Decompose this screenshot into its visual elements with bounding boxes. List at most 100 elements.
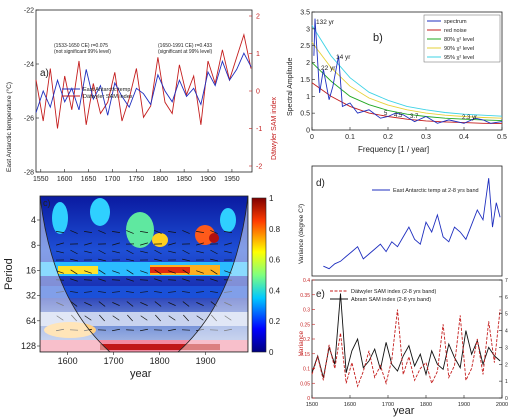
y-tick-label: 16 — [26, 265, 36, 275]
panel-a: 1550 1600 1650 1700 1750 1800 1850 1900 1950 -28… — [5, 8, 278, 184]
colorbar-tick-label: 0.2 — [269, 317, 281, 326]
phase-arrow — [140, 250, 148, 254]
phase-arrow — [98, 278, 106, 282]
colorbar-tick-label: 0 — [269, 348, 274, 357]
phase-arrow — [223, 279, 233, 281]
y2-tick-label: 3 — [505, 345, 508, 351]
panel-d-legend: East Antarctic temp at 2-8 yrs band — [393, 188, 479, 194]
y2-tick-label: -1 — [256, 126, 262, 133]
phase-arrow — [155, 314, 161, 322]
y-tick-label: 0.4 — [303, 278, 310, 284]
y-tick-label: 8 — [31, 240, 36, 250]
phase-arrow — [168, 328, 176, 332]
x-tick-label: 2000 — [496, 402, 508, 408]
panel-b-legend-spectrum: spectrum — [444, 19, 467, 25]
phase-arrow — [154, 301, 162, 307]
panel-b-peak-5: 5 — [384, 111, 388, 117]
phase-arrow — [167, 231, 177, 233]
phase-arrow — [70, 258, 78, 262]
y-tick-label: 0.05 — [300, 381, 310, 387]
panel-d-label: d) — [316, 178, 325, 189]
phase-arrow — [98, 249, 106, 255]
phase-arrow — [97, 291, 107, 293]
panel-d-ylabel: Variance (degree C²) — [298, 204, 305, 264]
phase-arrow — [139, 231, 149, 233]
phase-arrow — [127, 314, 133, 322]
panel-b-peak-3-7: 3.7 — [410, 114, 419, 120]
panel-c-x-ticks: 1600 1700 1800 1900 — [58, 352, 216, 366]
panel-b-peak-22: 22 yr — [321, 65, 336, 72]
phase-arrows — [55, 230, 233, 332]
panel-b-peak-2-3: 2.3 yr — [462, 115, 477, 121]
phase-arrow — [126, 249, 134, 255]
panel-e-xlabel: year — [393, 405, 415, 417]
phase-arrow — [56, 250, 64, 254]
phase-arrow — [154, 269, 162, 275]
panel-b-x-ticks: 0 0.1 0.2 0.3 0.4 0.5 — [310, 127, 507, 141]
panel-e: 1500 1600 1700 1800 1900 2000 0 0.05 0.1 0.15 0.2… — [298, 278, 508, 417]
phase-arrow — [56, 315, 64, 321]
x-tick-label: 0.3 — [421, 134, 431, 141]
phase-arrow — [83, 291, 93, 293]
phase-arrow — [70, 249, 78, 255]
phase-arrow — [70, 269, 78, 275]
y-tick-label: 64 — [26, 316, 36, 326]
phase-arrow — [140, 270, 148, 274]
phase-arrow — [84, 270, 92, 274]
phase-arrow — [195, 231, 205, 233]
panel-a-annotation-1: (1533-1650 CE) r=0.075 — [54, 43, 108, 49]
x-tick-label: 0.2 — [383, 134, 393, 141]
colorbar — [251, 197, 267, 353]
panel-a-annotation-4: (significant at 99% level) — [158, 49, 213, 55]
phase-arrow — [56, 242, 64, 246]
phase-arrow — [126, 230, 134, 234]
panel-b-peak-14: 14 yr — [336, 54, 351, 61]
phase-arrow — [84, 315, 92, 321]
phase-arrow — [84, 302, 92, 306]
panel-b-y-ticks: 0 0.5 1 1.5 2 2.5 3 3.5 — [300, 10, 315, 135]
phase-arrow — [139, 279, 149, 281]
phase-arrow — [70, 278, 78, 282]
phase-arrow — [224, 302, 232, 306]
y-tick-label: -24 — [24, 62, 34, 69]
phase-arrow — [210, 249, 218, 255]
phase-arrow — [224, 328, 232, 332]
panel-a-ylabel: East Antarctic temperature (°C) — [5, 82, 13, 172]
phase-arrow — [196, 328, 204, 332]
phase-arrow — [210, 230, 218, 234]
phase-arrow — [223, 231, 233, 233]
phase-arrow — [99, 314, 105, 322]
phase-arrow — [211, 314, 217, 322]
y-tick-label: 3.5 — [300, 10, 310, 17]
x-tick-label: 1600 — [344, 402, 356, 408]
phase-arrow — [71, 314, 77, 322]
panel-d: d) East Antarctic temp at 2-8 yrs band V… — [298, 165, 503, 277]
panel-b-ylabel: Spectral Amplitude — [287, 58, 294, 116]
phase-arrow — [223, 291, 233, 293]
y2-tick-label: 0 — [505, 396, 508, 402]
panel-c-xlabel: year — [130, 368, 152, 380]
phase-arrow — [140, 242, 148, 246]
panel-c-y-ticks: 4 8 16 32 64 128 — [21, 215, 40, 351]
phase-arrow — [126, 258, 134, 262]
y2-tick-label: 5 — [505, 312, 508, 318]
phase-arrow — [224, 242, 232, 246]
panel-b-legend-90: 90% χ² level — [444, 46, 474, 52]
y-tick-label: 32 — [26, 291, 36, 301]
phase-arrow — [196, 302, 204, 306]
phase-arrow — [168, 270, 176, 274]
x-tick-label: 0.5 — [497, 134, 507, 141]
series-spectrum — [313, 18, 503, 124]
y-tick-label: 0 — [306, 128, 310, 135]
y-tick-label: 1 — [306, 94, 310, 101]
phase-arrow — [209, 291, 219, 293]
y-tick-label: 4 — [31, 215, 36, 225]
phase-arrow — [112, 270, 120, 274]
y-tick-label: 1.5 — [300, 77, 310, 84]
x-tick-label: 1700 — [382, 402, 394, 408]
y-tick-label: -28 — [24, 170, 34, 177]
colorbar-ticks: 0 0.2 0.4 0.6 0.8 1 — [269, 194, 281, 357]
panel-c: 1600 1700 1800 1900 4 8 16 32 64 128 c) year Per… — [3, 194, 281, 380]
phase-arrow — [84, 242, 92, 246]
phase-arrow — [98, 301, 106, 307]
